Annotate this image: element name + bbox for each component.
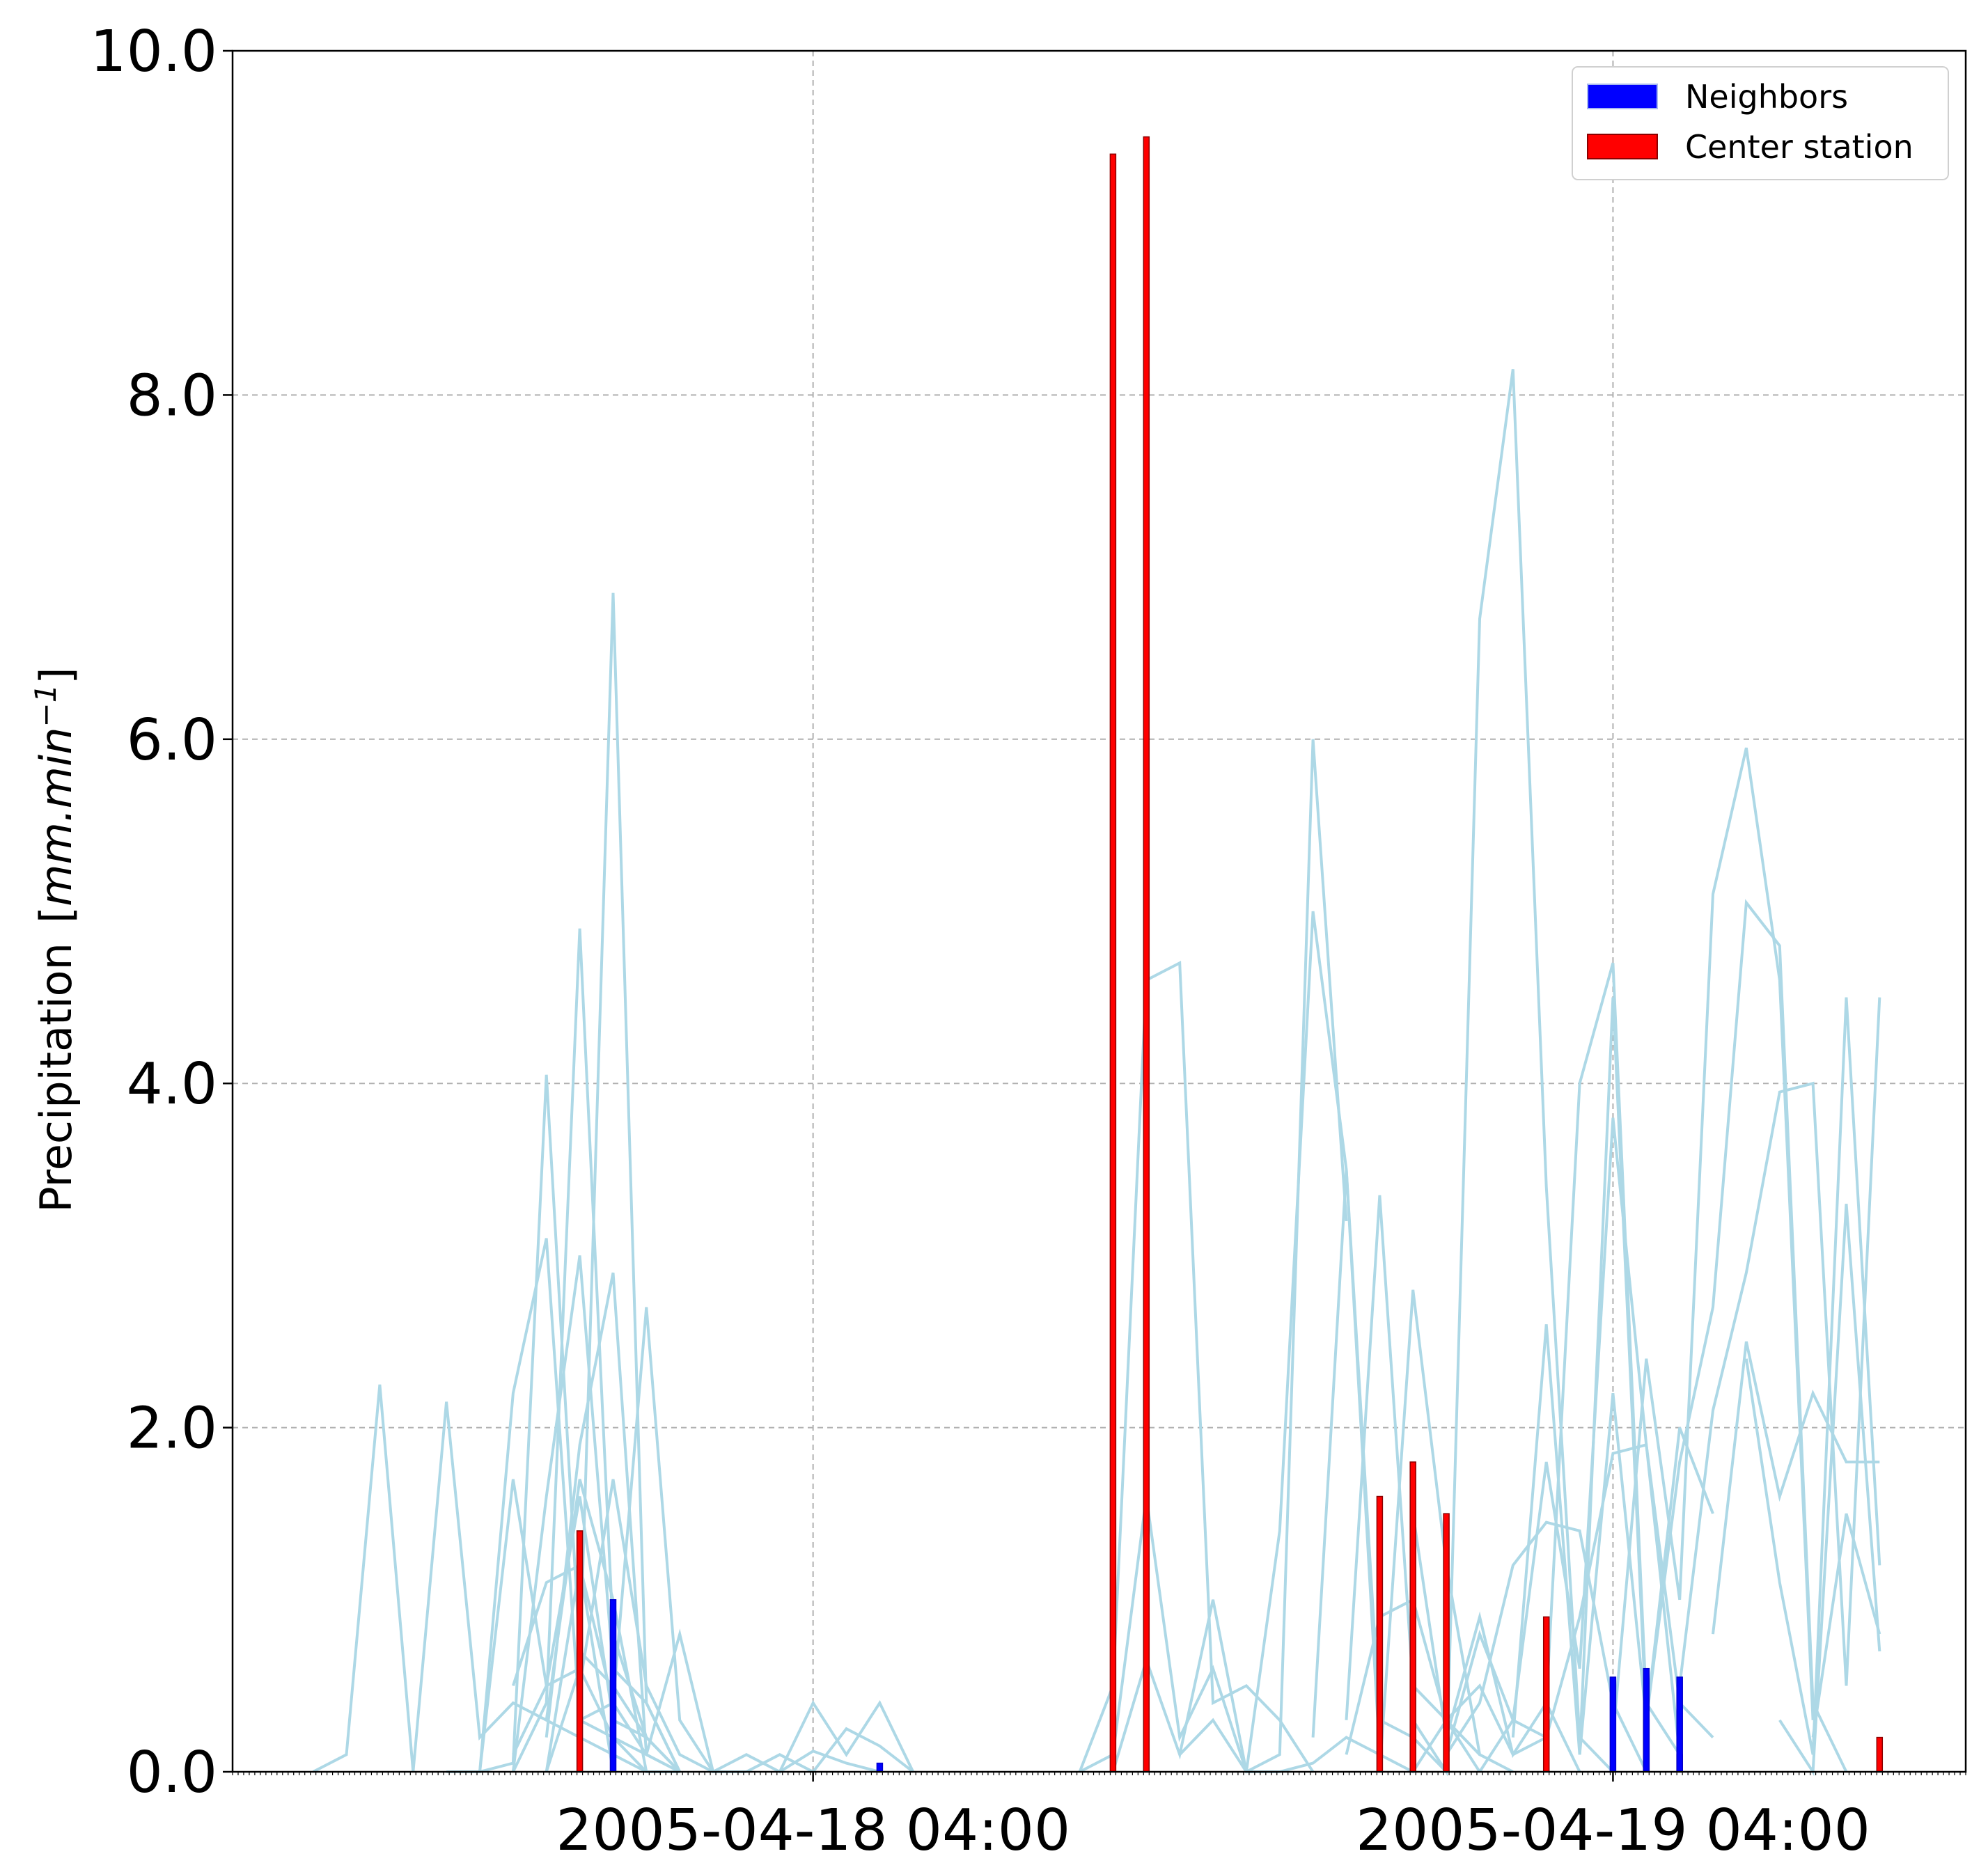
y-tick-label-1: 2.0: [127, 1396, 217, 1462]
neighbor-line-31: [1645, 899, 1848, 1772]
neighbor-line-15: [745, 1727, 914, 1774]
neighbor-line-8: [545, 1272, 681, 1773]
y-axis-unit-body: mm.min: [31, 727, 81, 906]
bar-center-station-0: [576, 1530, 584, 1772]
neighbor-line-39: [1445, 1117, 1682, 1755]
legend: Neighbors Center station: [1572, 66, 1949, 180]
neighbor-line-36: [1811, 1513, 1881, 1738]
bar-center-station-4: [1409, 1461, 1416, 1772]
bar-neighbors-0: [609, 1599, 617, 1772]
y-axis-label-text: Precipitation: [31, 943, 81, 1213]
bar-neighbors-3: [1643, 1667, 1650, 1772]
bar-neighbors-2: [1609, 1676, 1617, 1772]
neighbor-line-17: [1078, 960, 1315, 1773]
neighbor-line-0: [312, 1384, 680, 1773]
bar-neighbors-4: [1676, 1676, 1683, 1772]
y-tick-label-0: 0.0: [127, 1740, 217, 1806]
plot-frame: [231, 49, 1967, 1773]
neighbor-line-21: [1244, 911, 1382, 1772]
neighbor-line-12: [545, 1479, 648, 1772]
bars: [576, 136, 1884, 1772]
legend-swatch-neighbors: [1587, 84, 1658, 109]
legend-label-neighbors: Neighbors: [1685, 78, 1848, 116]
y-tick-label-3: 6.0: [127, 707, 217, 773]
neighbor-line-9: [545, 1307, 714, 1773]
y-axis-unit-sup: −1: [29, 684, 63, 728]
axes: [231, 49, 1967, 1773]
y-tick-label-2: 4.0: [127, 1051, 217, 1117]
neighbor-line-19: [1111, 1599, 1280, 1773]
neighbor-line-32: [1678, 997, 1881, 1686]
neighbor-line-14: [712, 1700, 915, 1774]
neighbor-line-7: [545, 592, 682, 1772]
y-axis-ticks: 0.0 2.0 4.0 6.0 8.0 10.0: [90, 19, 233, 1806]
neighbor-line-20: [1178, 739, 1348, 1774]
bar-center-station-1: [1109, 153, 1117, 1772]
neighbor-line-41: [1478, 1443, 1714, 1773]
bar-neighbors-1: [876, 1762, 884, 1772]
neighbor-line-6: [512, 1496, 681, 1773]
x-axis-ticks: 2005-04-18 04:00 2005-04-19 04:00: [232, 1772, 1966, 1863]
y-tick-label-5: 10.0: [90, 19, 217, 85]
x-tick-label-0: 2005-04-18 04:00: [556, 1798, 1070, 1863]
neighbor-line-35: [1778, 1204, 1881, 1777]
bar-center-station-2: [1143, 136, 1150, 1772]
grid: [233, 51, 1966, 1772]
legend-frame: [1572, 66, 1949, 180]
bar-center-station-3: [1376, 1495, 1384, 1772]
neighbor-line-10: [578, 1479, 714, 1773]
neighbor-line-18: [1079, 1496, 1248, 1773]
x-tick-label-1: 2005-04-19 04:00: [1356, 1798, 1870, 1863]
neighbor-line-5: [511, 1255, 682, 1772]
neighbor-line-28: [1544, 962, 1681, 1756]
bar-center-station-5: [1443, 1513, 1450, 1772]
legend-label-center-station: Center station: [1685, 128, 1913, 166]
neighbor-line-16: [778, 1750, 880, 1773]
y-tick-label-4: 8.0: [127, 363, 217, 429]
y-axis-unit-open: [: [31, 906, 81, 923]
bar-center-station-9: [1876, 1736, 1884, 1772]
y-axis-unit-close: ]: [31, 667, 81, 684]
legend-swatch-center-station: [1587, 134, 1658, 159]
neighbor-line-27: [1511, 997, 1648, 1755]
bar-center-station-6: [1542, 1616, 1550, 1772]
neighbor-line-13: [511, 1563, 615, 1772]
neighbor-line-4: [512, 928, 681, 1773]
neighbor-lines: [312, 369, 1881, 1777]
neighbor-line-30: [1611, 747, 1815, 1738]
neighbor-line-33: [1712, 1341, 1880, 1635]
y-axis-label: Precipitation [mm.min−1]: [29, 667, 81, 1212]
